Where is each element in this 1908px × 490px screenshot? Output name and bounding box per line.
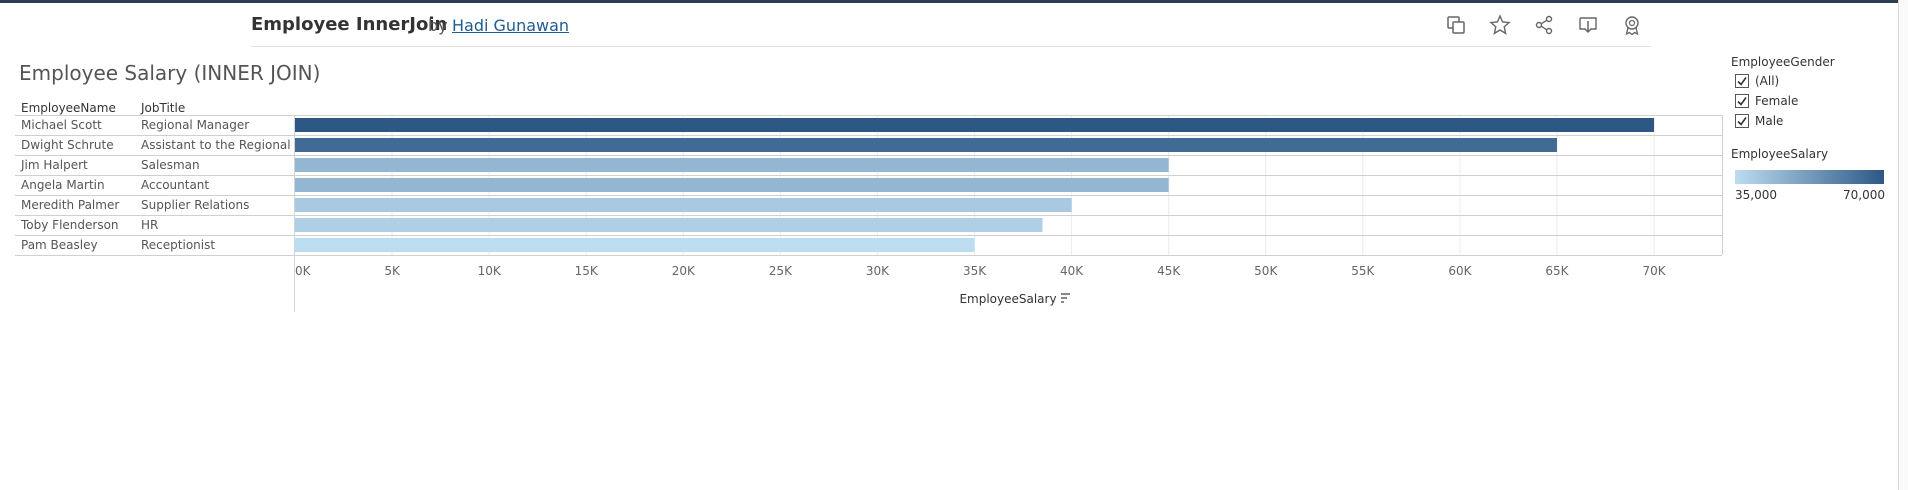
duplicate-button[interactable] — [1441, 10, 1471, 40]
job-title-column-header[interactable]: JobTitle — [141, 101, 186, 115]
x-tick-label: 35K — [963, 264, 987, 278]
checkbox-checked-icon[interactable] — [1735, 94, 1749, 108]
share-icon — [1535, 15, 1553, 35]
employee-name-label: Toby Flenderson — [20, 218, 119, 232]
favorite-button[interactable] — [1485, 10, 1515, 40]
salary-bar[interactable] — [295, 158, 1169, 172]
job-title-label: Salesman — [141, 158, 200, 172]
download-icon — [1579, 17, 1597, 34]
filter-option-label: Male — [1755, 114, 1784, 128]
viz-header: Employee InnerJoin by Hadi Gunawan — [251, 6, 1651, 47]
x-tick-label: 30K — [866, 264, 890, 278]
x-tick-label: 50K — [1254, 264, 1278, 278]
salary-bar-chart: Michael Scott Regional Manager Dwight Schr… — [15, 115, 1723, 312]
x-tick-label: 10K — [478, 264, 502, 278]
x-tick-label: 20K — [672, 264, 696, 278]
checkbox-checked-icon[interactable] — [1735, 114, 1749, 128]
employee-name-label: Dwight Schrute — [21, 138, 114, 152]
chart-title: Employee Salary (INNER JOIN) — [19, 61, 321, 85]
salary-bar[interactable] — [295, 238, 975, 252]
x-tick-label: 65K — [1545, 264, 1569, 278]
job-title-label: Accountant — [141, 178, 209, 192]
employee-name-label: Jim Halpert — [20, 158, 88, 172]
employee-name-label: Pam Beasley — [21, 238, 98, 252]
employee-name-label: Michael Scott — [21, 118, 102, 132]
x-tick-label: 45K — [1157, 264, 1181, 278]
favorite-star-icon — [1489, 14, 1511, 35]
salary-bar[interactable] — [295, 178, 1169, 192]
employee-name-label: Meredith Palmer — [21, 198, 119, 212]
badge-button[interactable] — [1617, 10, 1647, 40]
download-button[interactable] — [1573, 10, 1603, 40]
job-title-label: Regional Manager — [141, 118, 249, 132]
filter-option-label: (All) — [1755, 74, 1780, 88]
filter-option-female[interactable]: Female — [1735, 92, 1798, 110]
x-axis-title: EmployeeSalary — [959, 292, 1056, 306]
employee-name-label: Angela Martin — [21, 178, 105, 192]
job-title-label: Assistant to the Regional .. — [141, 138, 302, 152]
salary-bar[interactable] — [295, 198, 1072, 212]
salary-color-legend-title: EmployeeSalary — [1731, 147, 1829, 161]
salary-bar[interactable] — [295, 138, 1557, 152]
workbook-title: Employee InnerJoin — [251, 14, 448, 35]
x-tick-label: 40K — [1060, 264, 1084, 278]
x-tick-label: 60K — [1448, 264, 1472, 278]
salary-bar[interactable] — [295, 118, 1655, 132]
x-tick-label: 25K — [769, 264, 793, 278]
vertical-scrollbar[interactable] — [1898, 0, 1908, 490]
salary-color-ramp — [1735, 170, 1884, 184]
x-tick-label: 55K — [1351, 264, 1375, 278]
duplicate-icon — [1447, 16, 1465, 34]
filter-option-label: Female — [1755, 94, 1799, 108]
badge-icon — [1625, 16, 1639, 36]
job-title-label: Supplier Relations — [141, 198, 249, 212]
job-title-label: Receptionist — [141, 238, 215, 252]
top-accent-bar — [0, 0, 1908, 3]
filter-option-male[interactable]: Male — [1735, 112, 1783, 130]
sort-descending-icon[interactable] — [1061, 293, 1070, 303]
x-tick-label: 70K — [1642, 264, 1666, 278]
employee-name-column-header[interactable]: EmployeeName — [21, 101, 116, 115]
job-title-label: HR — [141, 218, 158, 232]
color-ramp-min-label: 35,000 — [1735, 188, 1777, 202]
author-link[interactable]: Hadi Gunawan — [452, 16, 570, 35]
x-tick-label: 15K — [575, 264, 599, 278]
color-ramp-max-label: 70,000 — [1843, 188, 1885, 202]
salary-bar[interactable] — [295, 218, 1043, 232]
share-button[interactable] — [1529, 10, 1559, 40]
author-by-label: by — [428, 16, 448, 35]
gender-filter-title: EmployeeGender — [1731, 55, 1835, 69]
x-tick-label: 0K — [295, 264, 312, 278]
x-tick-label: 5K — [384, 264, 401, 278]
checkbox-checked-icon[interactable] — [1735, 74, 1749, 88]
filter-option-all[interactable]: (All) — [1735, 72, 1779, 90]
